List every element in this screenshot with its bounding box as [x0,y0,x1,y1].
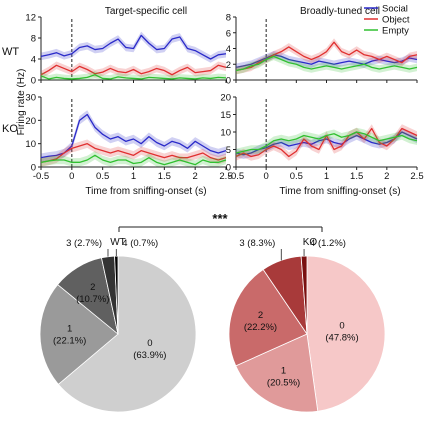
slice-label-2-pie-ko: 2 [258,310,263,321]
y-tick-label-ko-target: 20 [25,116,36,127]
y-tick-label-ko-target: 0 [31,163,36,174]
slice-value-0-pie-wt: (63.9%) [133,350,166,361]
legend-label-object: Object [382,15,410,26]
x-axis-label-right: Time from sniffing-onset (s) [279,186,400,197]
x-tick-label-ko-target: -0.5 [33,171,49,182]
x-axis-label-left: Time from sniffing-onset (s) [85,186,206,197]
line-social-ko-broad [235,131,418,156]
slice-outer-label-4-pie-wt: 4 (0.7%) [122,238,158,249]
slice-outer-label-3-pie-wt: 3 (2.7%) [66,238,102,249]
slice-1-pie-wt [39,284,119,385]
x-tick-label-ko-target: 2.5 [219,171,232,182]
legend-label-social: Social [382,4,408,15]
band-social-ko-target [41,110,226,162]
legend-label-empty: Empty [382,26,409,37]
panel-title-right: Broadly-tuned cell [300,6,380,17]
line-empty-ko-broad [235,131,418,154]
row-label-ko: KO [2,123,18,135]
slice-outer-label-3-pie-ko: 3 (8.3%) [239,238,275,249]
pie-ko: 0(47.8%) 1(20.5%) 2(22.2%) 3 (8.3%) 4 (1.2%) [228,238,386,413]
x-tick-label-ko-broad: 1.5 [350,171,363,182]
y-tick-label-wt-broad: 4 [226,44,231,55]
slice-0-pie-ko [306,255,386,412]
y-tick-label-ko-broad: 5 [226,145,231,156]
band-empty-wt-broad [236,52,417,75]
line-social-ko-target [40,113,227,159]
slice-0-pie-wt [57,255,197,413]
y-tick-label-wt-target: 4 [31,55,36,66]
slice-value-1-pie-wt: (22.1%) [53,335,86,346]
x-tick-label-ko-target: 0.5 [96,171,109,182]
slice-label-0-pie-ko: 0 [339,321,344,332]
band-empty-ko-target [41,151,226,167]
slice-outer-label-4-pie-ko: 4 (1.2%) [310,238,346,249]
slice-4-pie-ko [300,255,308,335]
slice-value-2-pie-wt: (10.7%) [76,294,109,305]
y-tick-label-wt-target: 8 [31,34,36,45]
y-tick-label-wt-broad: 0 [226,76,231,87]
slice-value-2-pie-ko: (22.2%) [244,322,277,333]
slice-value-0-pie-ko: (47.8%) [325,333,358,344]
significance-stars: *** [212,211,228,226]
y-tick-label-ko-target: 10 [25,139,36,150]
y-tick-label-ko-target: 30 [25,93,36,104]
line-object-ko-target [40,143,227,163]
significance-bracket: *** [118,211,323,232]
slice-label-1-pie-wt: 1 [67,323,72,334]
band-object-ko-broad [236,124,417,161]
y-tick-label-wt-broad: 8 [226,13,231,24]
x-tick-label-ko-target: 0 [69,171,74,182]
line-empty-wt-broad [235,55,418,72]
x-tick-label-ko-broad: 0 [264,171,269,182]
x-tick-label-ko-target: 1 [131,171,136,182]
y-tick-label-wt-target: 0 [31,76,36,87]
y-tick-label-wt-target: 12 [25,13,36,24]
y-tick-label-ko-broad: 10 [220,128,231,139]
y-axis-label: Firing rate (Hz) [16,69,27,136]
x-tick-label-ko-broad: 2 [384,171,389,182]
x-tick-label-ko-broad: 0.5 [290,171,303,182]
y-tick-label-ko-broad: 15 [220,110,231,121]
x-tick-label-ko-broad: 1 [324,171,329,182]
x-tick-label-ko-broad: 2.5 [410,171,423,182]
band-empty-ko-broad [236,127,417,158]
panel-title-left: Target-specific cell [105,6,187,17]
y-tick-label-wt-broad: 6 [226,28,231,39]
slice-1-pie-ko [235,333,319,413]
row-label-wt: WT [2,46,19,58]
panel-wt-target: 0 4 8 12 [25,13,227,87]
y-tick-label-ko-broad: 0 [226,163,231,174]
line-empty-ko-target [40,154,227,166]
band-social-wt-target [41,31,226,63]
panel-wt-broad: 0 2 4 6 8 [226,13,418,87]
slice-label-0-pie-wt: 0 [147,338,152,349]
pie-title-ko: KO [303,237,318,248]
slice-value-1-pie-ko: (20.5%) [267,377,300,388]
line-empty-wt-target [40,74,227,80]
x-tick-label-ko-broad: -0.5 [228,171,244,182]
y-tick-label-ko-broad: 20 [220,93,231,104]
x-tick-label-ko-target: 2 [193,171,198,182]
pie-wt: 0(63.9%) 1(22.1%) 2(10.7%) 3 (2.7%) 4 (0.7%) [39,238,197,413]
line-social-wt-target [40,34,227,60]
y-tick-label-wt-broad: 2 [226,60,231,71]
slice-label-1-pie-ko: 1 [281,365,286,376]
pie-title-wt: WT [110,237,126,248]
slice-2-pie-ko [228,268,308,367]
pie-charts: 0(63.9%)1(22.1%)2(10.7%)3 (2.7%) 4 (0.7%)… [39,238,386,413]
line-object-wt-target [40,64,227,76]
line-social-wt-broad [235,54,418,69]
slice-label-2-pie-wt: 2 [90,282,95,293]
x-tick-label-ko-target: 1.5 [158,171,171,182]
